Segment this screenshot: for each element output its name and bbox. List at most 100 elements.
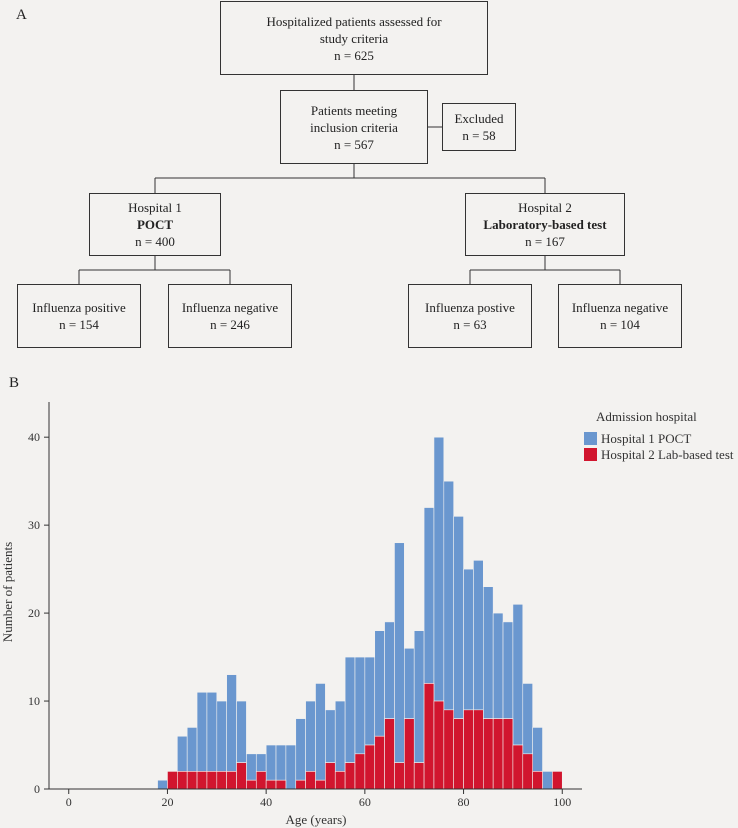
h2-negative-box: Influenza negative n = 104 — [558, 284, 682, 348]
bar-hospital1-age-88 — [502, 621, 514, 719]
bar-hospital1-age-26 — [196, 691, 208, 772]
bar-hospital2-age-64 — [384, 718, 395, 790]
bar-hospital1-age-34 — [236, 700, 247, 763]
hospital2-test: Laboratory-based test — [483, 217, 607, 232]
bar-hospital1-age-68 — [404, 647, 415, 719]
bar-hospital2-age-28 — [206, 771, 218, 790]
bar-hospital2-age-74 — [433, 700, 445, 790]
bar-hospital1-age-78 — [453, 516, 464, 719]
bar-hospital2-age-32 — [226, 771, 237, 790]
bar-hospital2-age-30 — [216, 771, 227, 790]
bar-hospital1-age-50 — [315, 683, 326, 781]
bar-hospital1-age-44 — [285, 744, 297, 790]
bar-hospital2-age-24 — [186, 771, 198, 790]
legend: Admission hospital Hospital 1 POCT Hospi… — [584, 409, 734, 462]
hospital2-bars — [167, 683, 563, 790]
bar-hospital2-age-26 — [196, 771, 208, 790]
bar-hospital1-age-46 — [295, 718, 306, 781]
bar-hospital2-age-68 — [404, 718, 415, 790]
h1-negative-box: Influenza negative n = 246 — [168, 284, 292, 348]
h1-negative-line1: Influenza negative — [181, 300, 279, 315]
h1-positive-count: n = 154 — [59, 317, 99, 332]
bar-hospital1-age-24 — [186, 727, 198, 772]
included-line2: inclusion criteria — [310, 119, 398, 135]
excluded-line1: Excluded — [454, 111, 504, 126]
bar-hospital2-age-80 — [463, 709, 474, 790]
legend-title: Admission hospital — [596, 409, 697, 424]
assessed-box: Hospitalized patients assessed for study… — [220, 1, 488, 75]
bar-hospital2-age-88 — [502, 718, 514, 790]
bar-hospital1-age-66 — [394, 542, 405, 763]
bar-hospital1-age-92 — [522, 683, 533, 755]
bar-hospital2-age-56 — [344, 762, 356, 790]
bar-hospital2-age-70 — [413, 762, 425, 790]
bar-hospital2-age-22 — [177, 771, 188, 790]
panel-b-label: B — [9, 375, 20, 391]
excluded-count: n = 58 — [462, 128, 496, 143]
bar-hospital2-age-58 — [354, 753, 366, 790]
x-tick-label-100: 100 — [553, 795, 571, 809]
bar-hospital2-age-40 — [265, 779, 277, 790]
bar-hospital2-age-46 — [295, 779, 306, 790]
bar-hospital1-age-36 — [246, 753, 257, 781]
bar-hospital2-age-98 — [552, 771, 563, 790]
bar-hospital1-age-52 — [325, 709, 336, 763]
h2-negative-line1: Influenza negative — [571, 300, 669, 315]
bar-hospital1-age-40 — [265, 744, 277, 781]
bar-hospital2-age-84 — [482, 718, 494, 790]
bar-hospital2-age-38 — [255, 771, 267, 790]
x-axis-title: Age (years) — [286, 812, 347, 827]
bar-hospital1-age-70 — [413, 630, 425, 763]
bar-hospital1-age-58 — [354, 656, 366, 755]
bar-hospital2-age-34 — [236, 762, 247, 790]
bar-hospital2-age-72 — [423, 683, 435, 790]
bar-hospital2-age-94 — [532, 771, 543, 790]
bar-hospital2-age-76 — [443, 709, 454, 790]
bar-hospital1-age-42 — [275, 744, 287, 781]
included-count: n = 567 — [334, 136, 374, 152]
h1-negative-count: n = 246 — [210, 317, 250, 332]
hospital1-box: Hospital 1 POCT n = 400 — [89, 193, 221, 256]
bar-hospital1-age-82 — [473, 560, 484, 711]
bar-hospital2-age-52 — [325, 762, 336, 790]
x-tick-label-20: 20 — [161, 795, 173, 809]
bar-hospital1-age-48 — [305, 700, 316, 772]
bar-hospital1-age-86 — [492, 612, 504, 719]
h1-positive-box: Influenza positive n = 154 — [17, 284, 141, 348]
bar-hospital2-age-86 — [492, 718, 504, 790]
y-tick-label-10: 10 — [28, 694, 40, 708]
hospital2-count: n = 167 — [525, 234, 565, 249]
bar-hospital1-age-76 — [443, 480, 454, 711]
h2-positive-count: n = 63 — [453, 317, 487, 332]
bar-hospital2-age-62 — [374, 735, 385, 790]
bar-hospital2-age-78 — [453, 718, 464, 790]
bar-hospital1-age-28 — [206, 691, 218, 772]
bar-hospital1-age-38 — [255, 753, 267, 772]
bar-hospital1-age-54 — [334, 700, 346, 772]
assessed-line2: study criteria — [319, 30, 389, 46]
y-tick-label-20: 20 — [28, 606, 40, 620]
bar-hospital1-age-64 — [384, 621, 395, 719]
bar-hospital2-age-20 — [167, 771, 178, 790]
assessed-line1: Hospitalized patients assessed for — [266, 13, 442, 29]
bar-hospital2-age-50 — [315, 779, 326, 790]
h2-positive-line1: Influenza postive — [425, 300, 515, 315]
bar-hospital1-age-22 — [177, 735, 188, 772]
bar-hospital2-age-66 — [394, 762, 405, 790]
bar-hospital1-age-72 — [423, 507, 435, 684]
bar-hospital2-age-54 — [334, 771, 346, 790]
bar-hospital2-age-92 — [522, 753, 533, 790]
y-tick-label-30: 30 — [28, 518, 40, 532]
bar-hospital1-age-90 — [512, 603, 524, 746]
hospital2-line1: Hospital 2 — [518, 200, 572, 215]
x-tick-label-40: 40 — [260, 795, 272, 809]
bar-hospital1-age-18 — [157, 779, 168, 790]
bar-hospital1-age-94 — [532, 727, 543, 772]
legend-swatch-hospital2 — [584, 448, 597, 461]
legend-label-hospital2: Hospital 2 Lab-based test — [601, 447, 734, 462]
bar-hospital2-age-82 — [473, 709, 484, 790]
bar-hospital1-age-96 — [542, 771, 553, 790]
panel-a-label: A — [16, 7, 27, 23]
included-line1: Patients meeting — [310, 102, 398, 118]
